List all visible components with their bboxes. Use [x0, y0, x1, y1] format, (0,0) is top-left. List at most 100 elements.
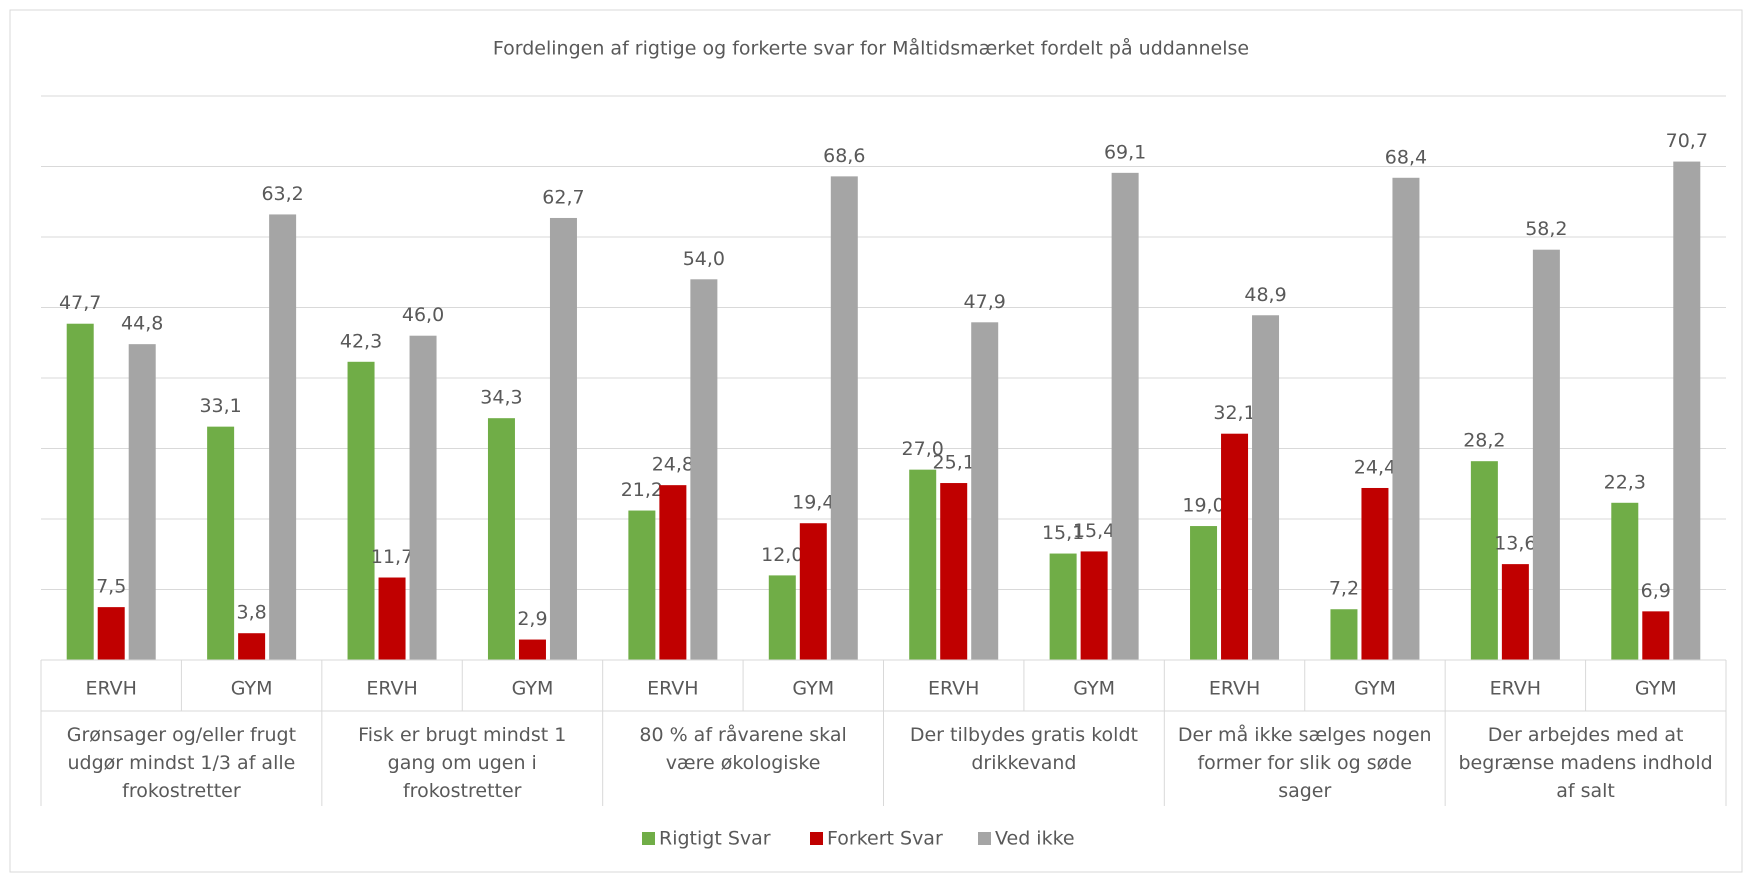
data-label: 46,0	[402, 304, 444, 326]
bar	[1111, 172, 1139, 660]
bar	[940, 483, 968, 660]
data-label: 44,8	[121, 313, 163, 335]
bar	[549, 217, 577, 660]
group-label: Der arbejdes med at begrænse madens indh…	[1458, 724, 1713, 802]
data-label: 68,4	[1385, 146, 1427, 168]
group-label: Fisk er brugt mindst 1 gang om ugen i fr…	[358, 724, 567, 802]
legend-swatch	[978, 832, 991, 845]
x-tick-label: GYM	[792, 678, 834, 700]
bar	[128, 344, 156, 660]
bar	[1532, 249, 1560, 660]
bar	[1221, 433, 1249, 660]
data-label: 34,3	[480, 387, 522, 409]
chart-border	[9, 9, 1743, 873]
data-label: 54,0	[683, 248, 725, 270]
bar	[1392, 177, 1420, 660]
bar	[659, 485, 687, 660]
bar	[1611, 502, 1639, 660]
x-tick-label: GYM	[1073, 678, 1115, 700]
data-label: 24,4	[1354, 456, 1396, 478]
bar	[690, 279, 718, 660]
bar	[1673, 161, 1701, 660]
bar	[1501, 564, 1529, 660]
data-label: 28,2	[1463, 430, 1505, 452]
x-tick-label: ERVH	[366, 678, 417, 700]
bar	[97, 607, 125, 660]
bar	[1080, 551, 1108, 660]
data-label: 11,7	[371, 546, 413, 568]
legend-swatch	[642, 832, 655, 845]
chart-title: Fordelingen af rigtige og forkerte svar …	[493, 37, 1249, 60]
legend-label: Forkert Svar	[827, 828, 943, 850]
x-tick-label: ERVH	[928, 678, 979, 700]
data-label: 24,8	[652, 454, 694, 476]
data-label: 69,1	[1104, 141, 1146, 163]
data-label: 33,1	[199, 395, 241, 417]
bar	[66, 323, 94, 660]
bar	[1190, 526, 1218, 660]
data-label: 58,2	[1525, 218, 1567, 240]
bar	[628, 510, 656, 660]
data-label: 25,1	[933, 452, 975, 474]
bar	[830, 176, 858, 660]
data-label: 22,3	[1604, 471, 1646, 493]
x-tick-label: ERVH	[1490, 678, 1541, 700]
bar	[1361, 487, 1389, 660]
x-tick-label: ERVH	[647, 678, 698, 700]
x-tick-label: ERVH	[85, 678, 136, 700]
group-label: Grønsager og/eller frugt udgør mindst 1/…	[66, 724, 297, 802]
bar	[799, 523, 827, 660]
data-label: 7,5	[96, 576, 126, 598]
data-label: 70,7	[1666, 130, 1708, 152]
data-label: 47,9	[964, 291, 1006, 313]
bar	[1252, 315, 1280, 660]
x-tick-label: GYM	[231, 678, 273, 700]
bar	[1642, 611, 1670, 660]
bar	[378, 577, 406, 660]
data-label: 2,9	[517, 608, 547, 630]
bar	[269, 214, 297, 660]
bar	[971, 322, 999, 660]
bar	[1470, 461, 1498, 660]
data-label: 62,7	[542, 186, 584, 208]
bar	[409, 335, 437, 660]
group-label: Der må ikke sælges nogen former for slik…	[1177, 724, 1432, 802]
legend-label: Ved ikke	[995, 828, 1075, 850]
data-label: 6,9	[1641, 580, 1671, 602]
x-tick-label: GYM	[1354, 678, 1396, 700]
data-label: 13,6	[1494, 533, 1536, 555]
bar	[518, 639, 546, 660]
data-label: 42,3	[340, 330, 382, 352]
bar	[238, 633, 266, 660]
data-label: 12,0	[761, 544, 803, 566]
data-label: 47,7	[59, 292, 101, 314]
group-label: 80 % af råvarene skal være økologiske	[639, 724, 847, 774]
bar	[768, 575, 796, 660]
data-label: 48,9	[1244, 284, 1286, 306]
bar	[1049, 553, 1077, 660]
data-label: 32,1	[1213, 402, 1255, 424]
bar	[1330, 609, 1358, 660]
bar	[487, 418, 515, 660]
data-label: 68,6	[823, 145, 865, 167]
data-label: 15,4	[1073, 520, 1115, 542]
bar	[909, 469, 937, 660]
x-tick-label: GYM	[512, 678, 554, 700]
legend-swatch	[810, 832, 823, 845]
data-label: 7,2	[1329, 578, 1359, 600]
x-tick-label: ERVH	[1209, 678, 1260, 700]
data-label: 15,1	[1042, 522, 1084, 544]
legend-label: Rigtigt Svar	[659, 828, 771, 850]
data-label: 21,2	[621, 479, 663, 501]
bar	[207, 426, 235, 660]
data-label: 3,8	[237, 602, 267, 624]
data-label: 63,2	[261, 183, 303, 205]
data-label: 27,0	[902, 438, 944, 460]
data-label: 19,4	[792, 492, 834, 514]
data-label: 19,0	[1182, 495, 1224, 517]
bar	[347, 361, 375, 660]
group-label: Der tilbydes gratis koldt drikkevand	[909, 724, 1138, 774]
x-tick-label: GYM	[1635, 678, 1677, 700]
